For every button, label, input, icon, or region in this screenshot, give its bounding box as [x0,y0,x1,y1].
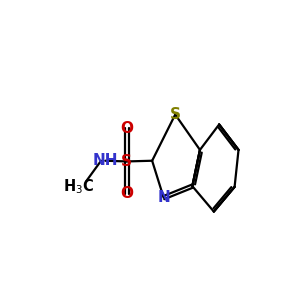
Text: N: N [157,190,170,205]
Text: O: O [120,121,133,136]
Text: S: S [121,154,132,169]
Text: H$_3$C: H$_3$C [63,177,94,196]
Text: O: O [120,186,133,201]
Text: S: S [170,107,181,122]
Text: NH: NH [92,153,118,168]
